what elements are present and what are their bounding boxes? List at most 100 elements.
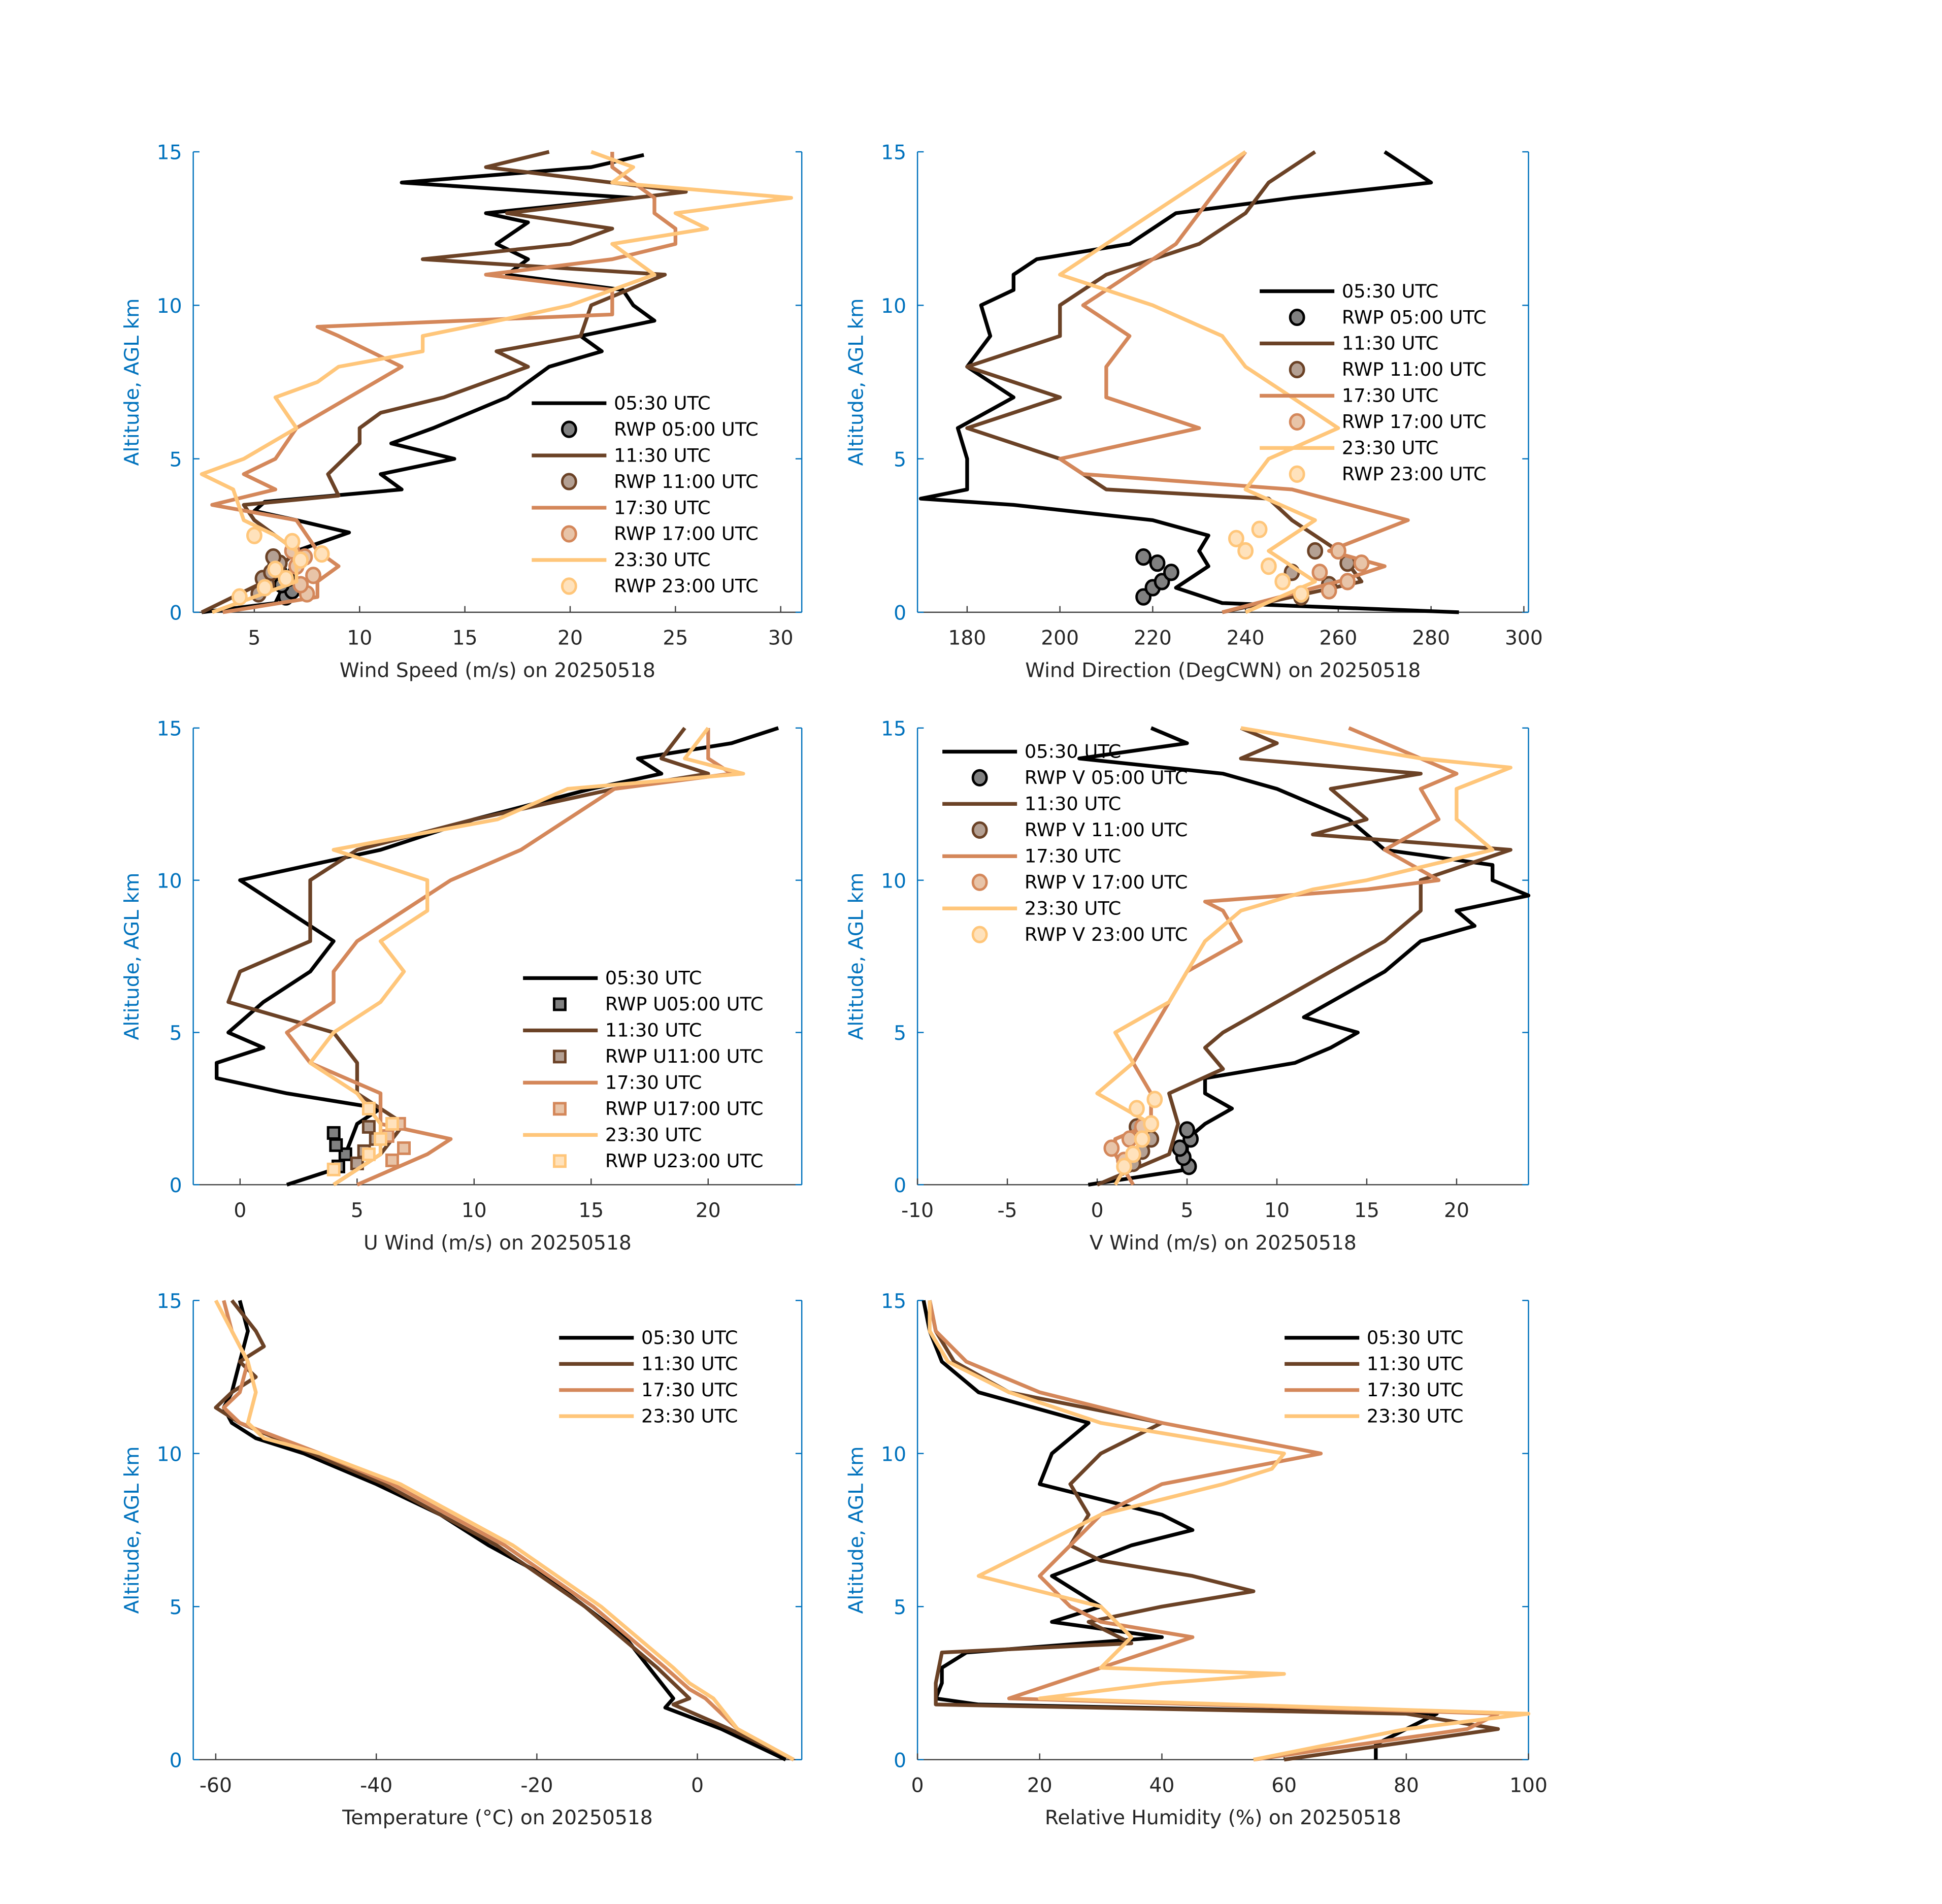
legend-marker-swatch [552,1102,567,1116]
legend-label: RWP V 11:00 UTC [1025,819,1188,841]
rwp-point [1128,1100,1145,1118]
legend-marker-swatch [561,420,577,438]
rwp-point [1353,554,1370,572]
x-tick-label: 20 [696,1199,721,1222]
x-tick-label: 0 [911,1774,924,1797]
x-tick-label: 5 [248,627,260,650]
legend-marker-swatch [971,926,988,943]
y-tick-label: 0 [894,1749,906,1772]
y-tick-label: 15 [881,718,906,741]
x-tick-label: 0 [234,1199,246,1222]
legend-label: RWP 11:00 UTC [614,471,759,493]
legend-label: 05:30 UTC [1367,1327,1463,1349]
x-tick-label: 15 [452,627,478,650]
y-axis-label: Altitude, AGL km [121,1447,144,1614]
x-tick-label: -40 [360,1774,392,1797]
y-tick-label: 5 [170,448,182,471]
series-line-05-30-utc [215,726,779,1187]
series-line-05-30-utc [918,150,1459,614]
x-tick-label: 0 [1091,1199,1104,1222]
x-tick-label: 5 [351,1199,364,1222]
rwp-point [267,561,284,578]
legend-label: 11:30 UTC [1367,1353,1463,1375]
legend-label: 11:30 UTC [641,1353,738,1375]
legend-label: 17:30 UTC [1367,1379,1463,1401]
legend-label: RWP 23:00 UTC [1342,463,1487,485]
legend-label: 23:30 UTC [1025,897,1121,919]
y-tick-label: 5 [170,1596,182,1619]
series-line-11-30-utc [214,1299,795,1762]
panel-3: 0 5 10 15 0 5 10 15 20 U Wind (m/s) on 20250518 Al… [121,718,803,1255]
y-axis-label: Altitude, AGL km [121,873,144,1040]
y-tick-label: 5 [894,448,906,471]
legend-label: RWP V 17:00 UTC [1025,871,1188,893]
legend: 05:30 UTC RWP V 05:00 UTC 11:30 UTC RWP V 1… [942,741,1188,945]
legend-label: 23:30 UTC [614,549,710,571]
rwp-point [1237,542,1254,560]
x-tick-label: 20 [1027,1774,1052,1797]
panel-2: 0 5 10 15 180 200 220 240 260 280 300 Wind Directio… [845,142,1543,682]
rwp-point [1330,542,1346,560]
x-tick-label: 10 [347,627,372,650]
rwp-point [1179,1121,1195,1139]
y-tick-label: 15 [157,1290,182,1313]
panel-5: 0 5 10 15 -60 -40 -20 0 Temperature (°C) on 2025… [121,1290,803,1829]
y-tick-label: 15 [881,142,906,165]
y-tick-label: 5 [170,1022,182,1045]
legend-marker-swatch [552,997,567,1011]
y-tick-label: 10 [881,1443,906,1466]
rwp-point [1228,530,1244,547]
legend-label: RWP 23:00 UTC [614,575,759,597]
x-tick-label: -5 [998,1199,1017,1222]
x-tick-label: 240 [1227,627,1265,650]
legend-label: 17:30 UTC [1025,845,1121,867]
x-tick-label: 10 [462,1199,487,1222]
legend-marker-swatch [552,1154,567,1168]
rwp-point [373,1132,387,1146]
legend-label: 05:30 UTC [614,392,710,414]
legend-label: 05:30 UTC [605,967,702,989]
x-axis-label: Wind Direction (DegCWN) on 20250518 [1025,659,1421,682]
y-axis-label: Altitude, AGL km [845,1447,868,1614]
legend-marker-swatch [561,577,577,595]
y-tick-label: 5 [894,1022,906,1045]
y-tick-label: 0 [894,1174,906,1197]
series-line-23-30-utc [1095,726,1512,1186]
x-tick-label: 15 [578,1199,604,1222]
rwp-point [1339,573,1356,590]
rwp-point [1143,1115,1160,1133]
legend-label: 17:30 UTC [641,1379,738,1401]
legend-label: RWP 05:00 UTC [614,418,759,440]
rwp-point [361,1120,376,1134]
x-tick-label: 280 [1412,627,1450,650]
series-line-23-30-utc [200,150,794,614]
rwp-point [305,567,321,584]
y-axis-label: Altitude, AGL km [121,299,144,466]
series-line-17-30-utc [222,1300,795,1761]
rwp-point [1146,1091,1163,1108]
rwp-point [326,1162,341,1176]
rwp-point [329,1138,343,1152]
rwp-point [1103,1139,1120,1157]
legend-marker-swatch [971,873,988,891]
rwp-point [284,533,301,550]
x-tick-label: 100 [1509,1774,1548,1797]
legend: 05:30 UTC 11:30 UTC 17:30 UTC 23:30 UTC [559,1327,738,1427]
rwp-point [1311,564,1328,581]
legend-marker-swatch [1289,413,1305,431]
series-line-05-30-utc [921,1300,1439,1760]
panel-4: 0 5 10 15 -10 -5 0 5 10 15 20 V Wind (m/s) on 20250… [845,718,1531,1255]
rwp-point [1260,557,1277,575]
rwp-point [1125,1145,1141,1163]
series-line-11-30-utc [928,1300,1500,1762]
rwp-point [397,1141,411,1155]
series-line-05-30-utc [201,153,656,614]
legend-label: RWP 05:00 UTC [1342,306,1487,328]
legend: 05:30 UTC RWP U05:00 UTC 11:30 UTC RWP U11:… [523,967,763,1172]
rwp-point [1274,573,1291,590]
rwp-point [1251,520,1268,538]
x-tick-label: 0 [691,1774,704,1797]
rwp-point [1149,554,1166,572]
rwp-point [278,570,294,587]
